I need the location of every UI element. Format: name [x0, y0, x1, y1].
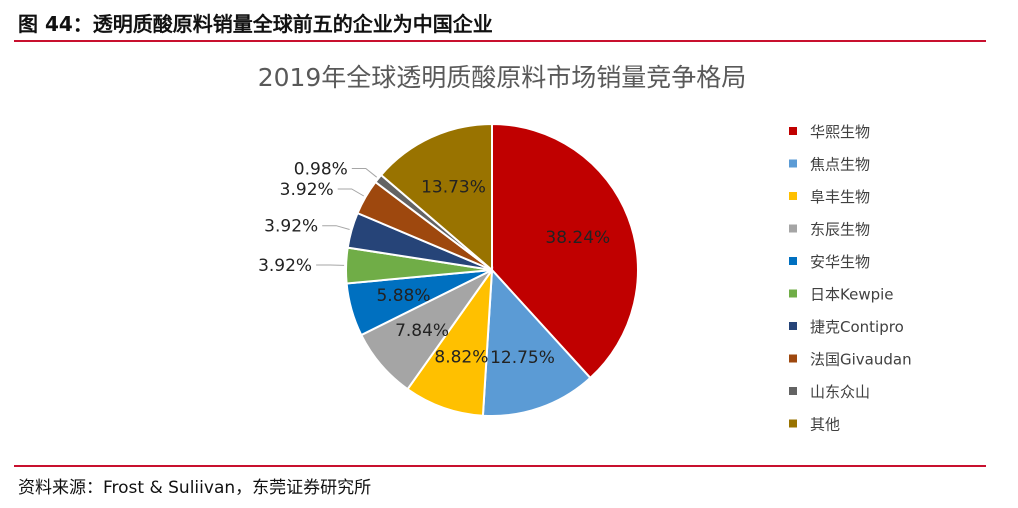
- pie-slice-10: [379, 122, 493, 273]
- legend-swatch-4: [789, 224, 797, 233]
- source-note: 资料来源：Frost & Suliivan，东莞证券研究所: [18, 478, 372, 498]
- legend-label-10: 其他: [810, 416, 840, 434]
- legend-label-6: 日本Kewpie: [810, 286, 894, 304]
- footer-rule: [14, 465, 986, 467]
- legend-label-5: 安华生物: [810, 253, 870, 271]
- data-label-10: 13.73%: [421, 177, 486, 197]
- legend-swatch-8: [789, 354, 797, 363]
- data-labels: 38.24% 12.75%8.82% 7.84% 5.88% 3.92% 3.92% 3.9…: [258, 160, 610, 368]
- data-label-2: 12.75%: [490, 348, 555, 368]
- data-label-7: 3.92%: [264, 217, 318, 237]
- legend-swatch-10: [789, 419, 797, 428]
- data-label-4: 7.84%: [395, 321, 449, 341]
- pie-slices: [345, 122, 639, 418]
- legend-label-3: 阜丰生物: [810, 188, 870, 206]
- legend-label-7: 捷克Contipro: [810, 318, 904, 336]
- pie-chart: 2019年全球透明质酸原料市场销量竞争格局 38.24% 12.75%8.82% 7…: [258, 63, 912, 434]
- leader-line-8: [337, 188, 365, 197]
- legend-swatch-2: [789, 159, 797, 168]
- data-label-8: 3.92%: [280, 180, 334, 200]
- figure-header: 图 44：透明质酸原料销量全球前五的企业为中国企业: [14, 0, 986, 40]
- legend-swatch-6: [789, 289, 797, 298]
- leader-line-9: [351, 168, 378, 178]
- leader-line-7: [322, 225, 350, 230]
- legend-swatch-3: [789, 192, 797, 200]
- legend-label-2: 焦点生物: [810, 156, 870, 174]
- legend-swatch-7: [789, 322, 797, 330]
- data-label-5: 5.88%: [376, 286, 430, 306]
- legend-swatch-9: [789, 387, 797, 395]
- legend-swatch-5: [789, 257, 797, 265]
- legend-label-4: 东辰生物: [810, 221, 870, 239]
- data-label-3: 8.82%: [434, 348, 488, 368]
- leader-lines: [316, 168, 378, 266]
- data-label-9: 0.98%: [294, 160, 348, 180]
- legend-label-8: 法国Givaudan: [810, 351, 912, 369]
- pie-slice-2: [481, 267, 592, 418]
- chart-title: 2019年全球透明质酸原料市场销量竞争格局: [258, 63, 747, 92]
- legend-swatch-1: [789, 127, 797, 135]
- pie-slice-1: [491, 122, 639, 380]
- legend-label-1: 华熙生物: [810, 123, 870, 141]
- data-label-6: 3.92%: [258, 256, 312, 276]
- legend-label-9: 山东众山: [810, 383, 870, 401]
- figure-title: 图 44：透明质酸原料销量全球前五的企业为中国企业: [18, 12, 493, 36]
- data-label-1: 38.24%: [545, 228, 610, 248]
- pie-slice-3: [406, 266, 494, 417]
- header-rule: [14, 40, 986, 42]
